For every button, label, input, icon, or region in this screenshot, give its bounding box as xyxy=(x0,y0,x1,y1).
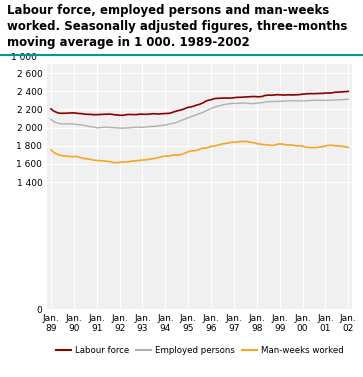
Text: 1 000: 1 000 xyxy=(11,53,36,62)
Legend: Labour force, Employed persons, Man-weeks worked: Labour force, Employed persons, Man-week… xyxy=(53,343,347,359)
Text: Labour force, employed persons and man-weeks
worked. Seasonally adjusted figures: Labour force, employed persons and man-w… xyxy=(7,4,348,49)
